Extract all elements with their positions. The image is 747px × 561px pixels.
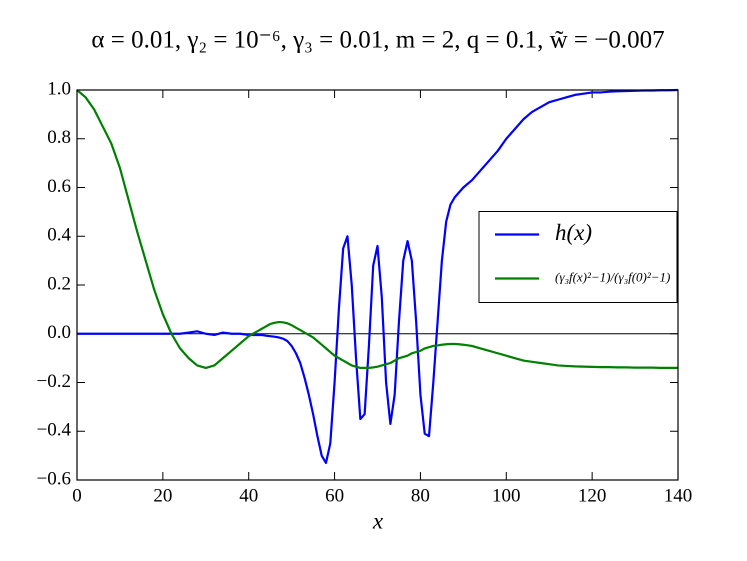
x-tick-label: 120 bbox=[578, 485, 607, 506]
plot-frame bbox=[76, 89, 679, 481]
y-tick-label: −0.4 bbox=[37, 420, 72, 441]
y-tick-label: 0.6 bbox=[47, 176, 71, 197]
x-tick-label: 20 bbox=[153, 485, 172, 506]
legend-label: h(x) bbox=[555, 220, 592, 245]
y-tick-label: 0.2 bbox=[47, 273, 71, 294]
y-tick-label: 0.0 bbox=[47, 322, 71, 343]
data-line bbox=[76, 89, 678, 369]
x-tick-label: 80 bbox=[411, 485, 430, 506]
x-tick-label: 0 bbox=[72, 485, 82, 506]
y-tick-label: 1.0 bbox=[47, 78, 71, 99]
x-tick-label: 60 bbox=[325, 485, 344, 506]
y-tick-label: 0.4 bbox=[47, 225, 71, 246]
x-tick-label: 140 bbox=[664, 485, 693, 506]
data-line bbox=[77, 88, 679, 465]
x-axis-label: x bbox=[372, 508, 384, 533]
x-tick-label: 40 bbox=[239, 485, 258, 506]
legend-label: (γ₃f(x)²−1)/(γ₃f(0)²−1) bbox=[555, 269, 670, 284]
y-tick-label: 0.8 bbox=[47, 127, 71, 148]
chart-title: α = 0.01, γ₂ = 10⁻⁶, γ₃ = 0.01, m = 2, q… bbox=[91, 27, 664, 54]
legend: h(x) (γ₃f(x)²−1)/(γ₃f(0)²−1) bbox=[478, 211, 678, 303]
y-tick-label: −0.6 bbox=[37, 468, 71, 489]
y-tick-label: −0.2 bbox=[37, 371, 71, 392]
legend-box bbox=[478, 211, 678, 303]
x-tick-label: 100 bbox=[492, 485, 521, 506]
